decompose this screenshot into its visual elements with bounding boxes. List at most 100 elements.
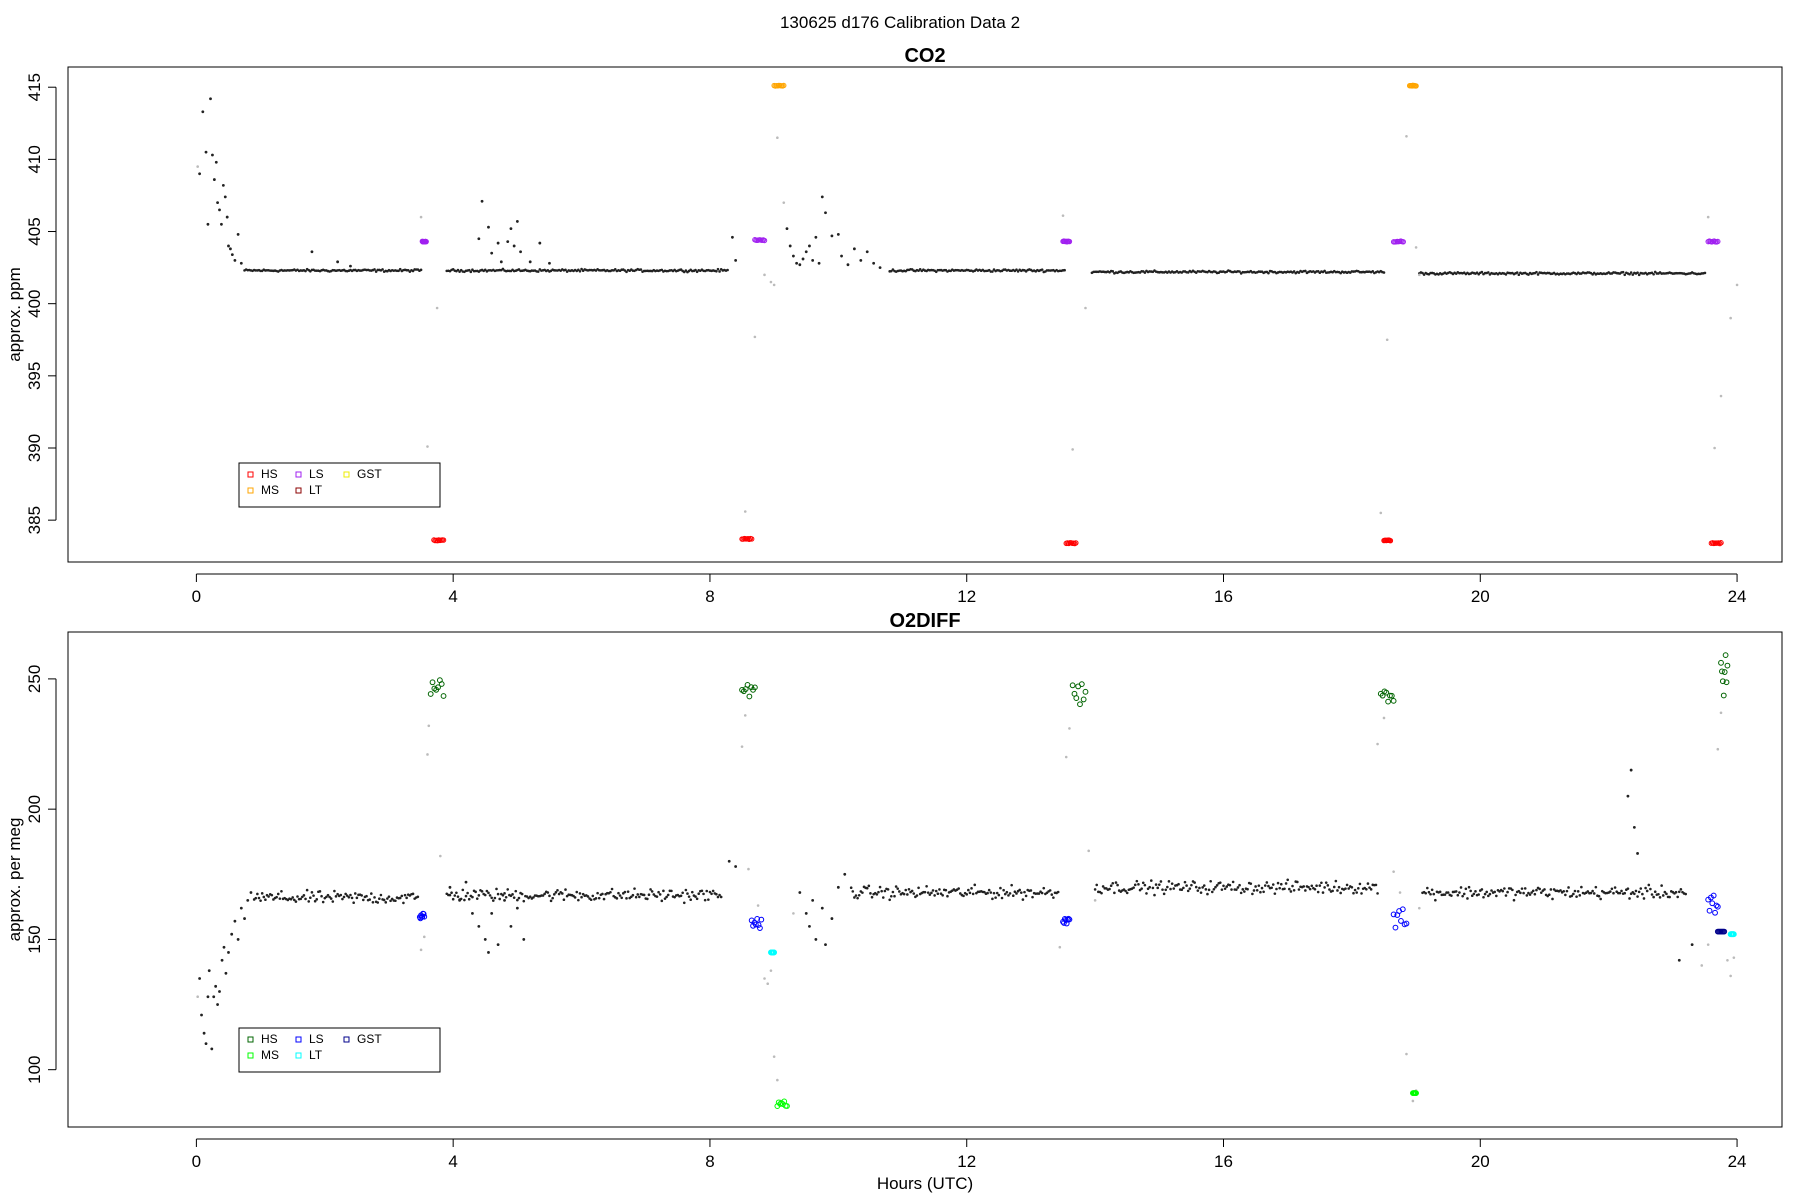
sample-point xyxy=(694,895,697,898)
x-tick-label: 0 xyxy=(192,1152,201,1171)
sample-point xyxy=(1230,888,1233,891)
sample-point xyxy=(488,894,492,897)
sample-point xyxy=(326,893,330,897)
legend-swatch xyxy=(247,1036,254,1043)
y-tick-label: 385 xyxy=(25,506,44,534)
sample-point xyxy=(1430,888,1434,892)
sample-point xyxy=(341,897,344,901)
sample-point xyxy=(1252,889,1256,892)
sample-point xyxy=(580,267,583,271)
sample-point xyxy=(212,995,216,999)
sample-point xyxy=(1357,887,1360,890)
sample-point xyxy=(292,898,296,902)
sample-point xyxy=(1653,890,1657,894)
sample-point xyxy=(1316,890,1320,894)
sample-point xyxy=(262,895,266,899)
sample-point xyxy=(792,254,795,258)
sample-point xyxy=(1504,273,1508,276)
sample-point xyxy=(204,1042,208,1046)
sample-point xyxy=(1649,887,1652,891)
sample-point xyxy=(456,268,460,272)
sample-point xyxy=(398,267,402,271)
sample-point xyxy=(1056,890,1060,894)
sample-point xyxy=(1243,890,1246,893)
sample-point xyxy=(695,897,699,901)
sample-point xyxy=(498,897,502,901)
sample-point xyxy=(1257,884,1261,887)
sample-point xyxy=(734,258,738,262)
sample-point xyxy=(328,895,331,899)
sample-point xyxy=(1353,888,1357,892)
flagged-point xyxy=(1068,727,1071,730)
sample-point xyxy=(1310,884,1314,888)
sample-point xyxy=(1623,891,1627,895)
calibration-point-ls xyxy=(757,925,763,931)
sample-point xyxy=(1488,892,1492,896)
sample-point xyxy=(210,1047,214,1051)
sample-point xyxy=(840,254,843,258)
sample-point xyxy=(557,892,561,896)
sample-point xyxy=(519,250,522,254)
sample-point xyxy=(1291,884,1294,888)
sample-point xyxy=(504,895,508,899)
sample-point xyxy=(1469,889,1472,893)
sample-point xyxy=(1374,883,1378,887)
sample-point xyxy=(1156,886,1160,890)
sample-point xyxy=(1426,886,1429,890)
co2-panel: CO2 0 4 8 12 16 20 24 385 390 395 400 405 410 415 appro… xyxy=(5,45,1783,606)
sample-point xyxy=(1029,889,1033,892)
sample-point xyxy=(1315,884,1318,888)
sample-point xyxy=(1501,889,1505,893)
sample-point xyxy=(1019,891,1023,894)
calibration-point-ls xyxy=(1712,909,1718,916)
sample-point xyxy=(625,897,628,900)
sample-point xyxy=(917,886,920,890)
sample-point xyxy=(1262,890,1265,894)
sample-point xyxy=(1013,890,1017,894)
sample-point xyxy=(1018,888,1021,892)
sample-point xyxy=(382,898,386,902)
flagged-point xyxy=(1729,974,1732,978)
legend-swatch xyxy=(247,487,254,494)
sample-point xyxy=(1040,268,1044,271)
legend-swatch xyxy=(247,1052,254,1059)
sample-point xyxy=(808,924,811,928)
sample-point xyxy=(1228,883,1232,887)
sample-point xyxy=(1170,882,1174,885)
sample-point xyxy=(1429,892,1432,896)
sample-point xyxy=(1275,887,1278,891)
sample-point xyxy=(307,900,311,903)
sample-point xyxy=(560,892,564,895)
sample-point xyxy=(1632,825,1636,829)
flagged-point xyxy=(1706,215,1710,219)
calibration-point-hs xyxy=(1073,695,1080,701)
sample-point xyxy=(512,244,516,248)
sample-point xyxy=(798,263,802,267)
x-tick-label: 4 xyxy=(448,1152,457,1171)
sample-point xyxy=(1194,885,1198,889)
sample-point xyxy=(594,897,598,900)
sample-point xyxy=(1503,887,1506,890)
sample-point xyxy=(309,896,312,900)
sample-point xyxy=(466,891,469,895)
sample-point xyxy=(625,270,628,274)
sample-point xyxy=(1536,273,1540,276)
sample-point xyxy=(785,227,789,231)
y-tick-label: 405 xyxy=(25,217,44,245)
sample-point xyxy=(325,895,328,899)
sample-point xyxy=(1642,897,1646,900)
sample-point xyxy=(1238,270,1241,273)
legend-label: LT xyxy=(309,1048,323,1062)
sample-point xyxy=(1249,882,1253,885)
sample-point xyxy=(646,897,649,901)
sample-point xyxy=(522,938,526,941)
calibration-point-hs xyxy=(1082,688,1089,695)
sample-point xyxy=(512,896,516,899)
sample-point xyxy=(846,263,850,267)
sample-point xyxy=(501,267,505,271)
sample-point xyxy=(811,258,815,262)
sample-point xyxy=(971,892,975,896)
sample-point xyxy=(1254,885,1257,888)
sample-point xyxy=(666,893,670,897)
